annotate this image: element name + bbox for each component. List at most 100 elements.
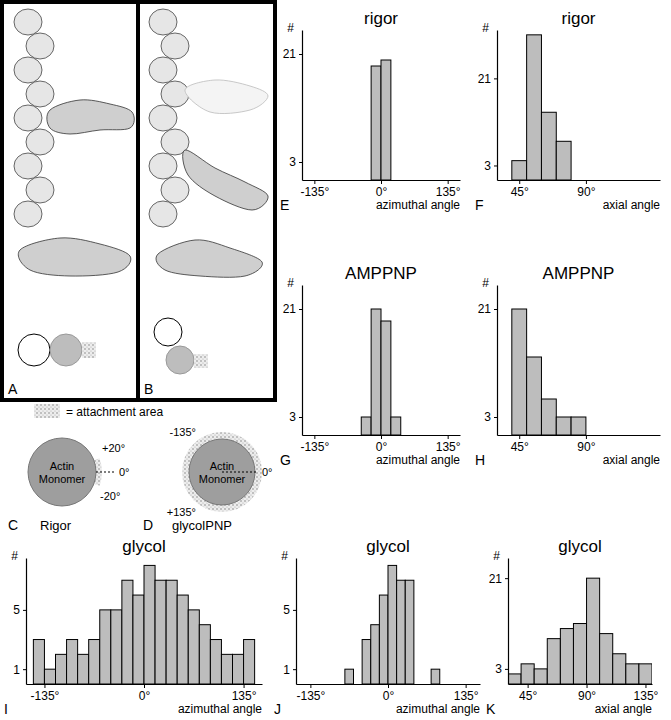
bar [541, 399, 556, 435]
tick-mark [586, 180, 587, 184]
tick-mark [466, 684, 467, 688]
actin-subunit [14, 9, 42, 35]
tick-label: -135° [31, 689, 60, 703]
y-axis: 15 [283, 559, 296, 685]
angle-label: 0° [119, 466, 130, 478]
tick-label: 135° [436, 185, 461, 199]
actin-subunit [161, 81, 189, 107]
tick-mark [505, 578, 508, 579]
histogram: 45°90°321AMPPNP#axial angleH [475, 264, 661, 468]
tick: -135° [31, 684, 60, 703]
actin-subunit [149, 9, 177, 35]
tick: 3 [495, 662, 508, 676]
bar [431, 669, 440, 684]
tick: 3 [289, 410, 302, 424]
axis-line [509, 684, 653, 685]
bars [508, 578, 652, 684]
chart-title: glycol [558, 537, 601, 556]
angle-label: -20° [100, 490, 120, 502]
tick: 135° [436, 180, 461, 199]
tick-mark [293, 669, 296, 670]
tick-mark [23, 669, 26, 670]
histogram: -135°0°135°15glycol#azimuthal angleJ [274, 537, 481, 717]
actin-subunit [26, 81, 54, 107]
panel-letter: K [486, 701, 496, 717]
chart-title: glycol [366, 537, 409, 556]
tick: 21 [478, 302, 497, 316]
tick-label: 0° [376, 440, 388, 454]
chart-title: AMPPNP [345, 264, 417, 283]
axis-line [498, 435, 661, 436]
tick-mark [314, 435, 315, 439]
myosin-circle [50, 334, 82, 366]
tick-label: 21 [283, 47, 297, 61]
tick-mark [23, 610, 26, 611]
actin-subunit [149, 57, 177, 83]
tick-label: 1 [283, 663, 290, 677]
tick-label: 3 [289, 410, 296, 424]
panel-letter: J [274, 701, 281, 717]
tick: 135° [634, 684, 659, 703]
bars [512, 35, 571, 180]
tick: 3 [484, 159, 497, 173]
tick-mark [494, 417, 497, 418]
x-axis-title: azimuthal angle [178, 702, 262, 716]
myosin-head [185, 80, 268, 114]
bar [188, 610, 199, 684]
bar [371, 309, 381, 435]
bar [133, 595, 144, 684]
x-axis: 45° 90° [498, 435, 661, 454]
panel-d: ActinMonomer-135°0°+135°DglycolPNP [143, 426, 273, 533]
tick-label: 0° [139, 689, 151, 703]
bar [33, 640, 44, 684]
bar [371, 66, 381, 180]
axis-line [26, 559, 27, 685]
tick-label: 5 [13, 603, 20, 617]
tick-label: 45° [511, 185, 529, 199]
angle-label: 0° [262, 466, 273, 478]
bar [626, 664, 639, 684]
panel-title: Rigor [40, 518, 72, 533]
actin-subunit [14, 105, 42, 131]
tick: 45° [511, 435, 529, 454]
tick: 0° [376, 180, 388, 199]
bar [405, 580, 414, 684]
tick-mark [587, 684, 588, 688]
tick-mark [314, 180, 315, 184]
bars [361, 309, 401, 435]
tick: 21 [478, 72, 497, 86]
tick-label: 45° [511, 440, 529, 454]
myosin-head [156, 240, 262, 277]
x-axis-title: azimuthal angle [376, 453, 460, 467]
bar [221, 654, 232, 684]
bar [111, 610, 122, 684]
tick-label: 135° [454, 689, 479, 703]
bar [587, 578, 600, 684]
histogram: 45°90°135°321glycol#axial angleK [486, 537, 659, 717]
tick-label: 3 [484, 159, 491, 173]
bars [512, 309, 586, 435]
tick: 45° [511, 180, 529, 199]
tick-label: 90° [578, 689, 596, 703]
angle-label: +20° [102, 442, 125, 454]
bar [639, 664, 652, 684]
tick-label: 90° [577, 440, 595, 454]
x-axis-title: axial angle [603, 198, 661, 212]
tick: 1 [283, 663, 296, 677]
axis-line [302, 31, 303, 181]
bars [33, 565, 254, 684]
bar [556, 141, 571, 180]
tick: 45° [519, 684, 537, 703]
bars [371, 60, 391, 180]
histogram: 45°90°321rigor#axial angleF [475, 9, 661, 213]
tick-mark [388, 684, 389, 688]
bar [521, 664, 534, 684]
panel-letter: G [280, 452, 291, 468]
chart-title: glycol [122, 537, 165, 556]
panel-letter: H [475, 452, 485, 468]
tick: 135° [436, 435, 461, 454]
bar [512, 309, 527, 435]
actin-circle [18, 334, 50, 366]
tick: 21 [283, 47, 302, 61]
actin-subunit [149, 153, 177, 179]
